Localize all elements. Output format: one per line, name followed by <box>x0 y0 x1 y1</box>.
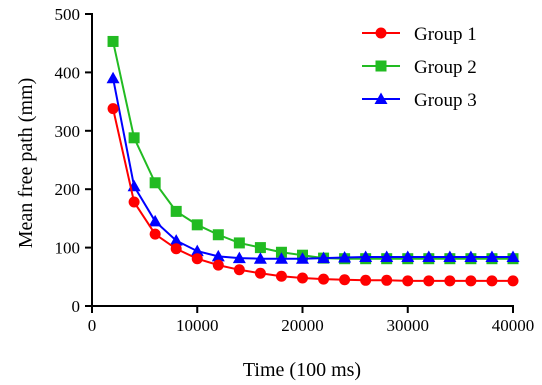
data-point <box>169 234 183 246</box>
legend-marker <box>374 92 388 104</box>
data-point <box>297 272 308 284</box>
legend-item: Group 1 <box>362 24 477 45</box>
y-tick-label: 300 <box>55 122 81 141</box>
data-point <box>443 250 457 262</box>
legend: Group 1 Group 2 Group 3 <box>362 24 477 111</box>
data-point <box>339 274 351 286</box>
data-point <box>148 214 162 227</box>
data-point <box>380 250 394 262</box>
y-tick-label: 0 <box>72 297 81 316</box>
x-tick-label: 10000 <box>176 316 219 335</box>
data-point <box>296 252 309 264</box>
data-point <box>107 103 119 115</box>
data-point <box>128 132 140 144</box>
data-point <box>254 267 266 279</box>
y-tick-label: 100 <box>55 239 81 258</box>
data-point <box>233 237 245 249</box>
legend-item: Group 2 <box>362 57 477 78</box>
data-point <box>233 264 245 276</box>
legend-item: Group 3 <box>362 90 477 111</box>
data-point <box>317 251 331 264</box>
axes: 0 100 200 300 400 500 0 10000 20000 30000 40000 <box>55 5 535 335</box>
legend-marker <box>375 60 387 72</box>
x-tick-label: 0 <box>88 316 97 335</box>
data-point <box>381 274 393 286</box>
data-point <box>401 250 415 262</box>
data-point <box>275 270 287 282</box>
x-tick-label: 40000 <box>492 316 535 335</box>
legend-marker <box>375 27 387 39</box>
data-point <box>485 250 499 262</box>
data-point <box>507 275 519 287</box>
data-point <box>211 249 225 262</box>
y-axis-label: Mean free path (mm) <box>15 78 37 248</box>
data-point <box>444 275 456 287</box>
data-point <box>360 274 372 286</box>
data-point <box>232 251 246 264</box>
data-point <box>170 243 182 255</box>
data-point <box>149 177 161 189</box>
data-point <box>106 71 120 84</box>
data-point <box>128 196 140 208</box>
data-point <box>359 250 373 262</box>
y-tick-label: 400 <box>55 63 81 82</box>
data-point <box>212 229 224 241</box>
data-point <box>423 275 435 287</box>
data-point <box>149 228 161 240</box>
data-point <box>191 253 203 265</box>
data-point <box>212 259 224 271</box>
data-point <box>506 250 520 262</box>
data-point <box>465 275 477 287</box>
data-point <box>191 219 203 231</box>
data-point <box>190 244 204 257</box>
data-point <box>464 250 478 262</box>
data-point <box>254 242 266 254</box>
data-point <box>170 205 182 217</box>
data-point <box>107 35 119 47</box>
x-tick-label: 30000 <box>387 316 430 335</box>
data-point <box>274 252 288 264</box>
data-point <box>486 275 498 287</box>
series-1 <box>107 103 519 287</box>
legend-label: Group 1 <box>414 24 477 45</box>
data-point <box>318 273 330 285</box>
y-tick-label: 200 <box>55 180 81 199</box>
legend-label: Group 2 <box>414 57 477 78</box>
x-axis-label: Time (100 ms) <box>243 359 361 381</box>
data-point <box>402 275 414 287</box>
data-point <box>253 252 267 264</box>
legend-label: Group 3 <box>414 90 477 111</box>
y-tick-label: 500 <box>55 5 81 24</box>
data-point <box>338 251 352 263</box>
data-point <box>422 250 436 262</box>
series-layer <box>106 35 520 287</box>
x-tick-label: 20000 <box>281 316 324 335</box>
